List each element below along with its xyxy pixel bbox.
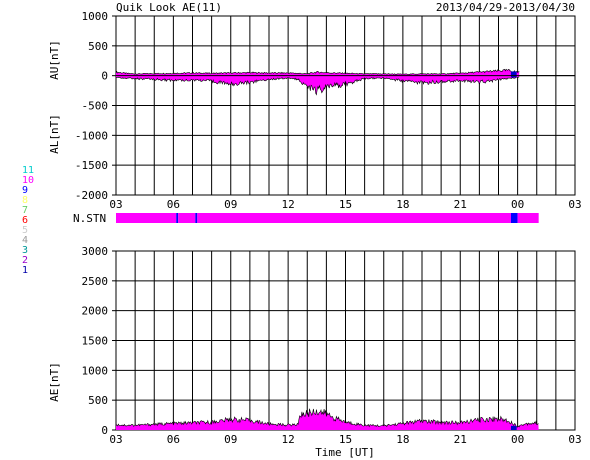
nstn-segment	[517, 213, 539, 223]
x-tick-label: 18	[396, 198, 409, 211]
al-line	[116, 76, 520, 96]
y-tick-label: 500	[88, 40, 108, 53]
y-tick-label: 0	[101, 424, 108, 437]
x-tick-label: 03	[568, 198, 581, 211]
legend-item-11: 11	[22, 165, 34, 176]
y-tick-label: -1000	[75, 129, 108, 142]
x-tick-label: 12	[282, 433, 295, 446]
legend-item-7: 7	[22, 205, 28, 216]
nstn-label: N.STN	[73, 212, 106, 225]
au-al-highlight	[510, 71, 517, 78]
legend-item-2: 2	[22, 255, 28, 266]
nstn-segment	[176, 213, 179, 223]
y-tick-label: -500	[82, 100, 109, 113]
ae-line	[115, 408, 539, 428]
nstn-segment	[116, 213, 177, 223]
legend-item-9: 9	[22, 185, 28, 196]
y-tick-label: 2500	[82, 275, 109, 288]
legend-item-1: 1	[22, 265, 28, 276]
x-tick-label: 00	[511, 198, 524, 211]
y-tick-label: 1000	[82, 10, 109, 23]
x-tick-label: 03	[109, 198, 122, 211]
legend-item-6: 6	[22, 215, 28, 226]
panel-frame	[115, 15, 576, 196]
y-tick-label: 0	[101, 70, 108, 83]
ae-area	[116, 408, 539, 430]
y-tick-label: 2000	[82, 305, 109, 318]
x-tick-label: 15	[339, 198, 352, 211]
x-tick-label: 21	[454, 198, 467, 211]
x-tick-label: 21	[454, 433, 467, 446]
y-tick-label: -2000	[75, 189, 108, 202]
y-tick-label: 500	[88, 394, 108, 407]
nstn-segment	[197, 213, 511, 223]
y-tick-label: -1500	[75, 159, 108, 172]
legend-item-5: 5	[22, 225, 28, 236]
x-tick-label: 06	[167, 198, 180, 211]
x-tick-label: 15	[339, 433, 352, 446]
date-range: 2013/04/29-2013/04/30	[436, 1, 575, 14]
y-tick-label: 1500	[82, 335, 109, 348]
y-tick-label: 1000	[82, 364, 109, 377]
chart-title: Quik Look AE(11)	[116, 1, 222, 14]
x-tick-label: 03	[109, 433, 122, 446]
ae-axis-label: AE[nT]	[48, 362, 61, 402]
nstn-segment	[178, 213, 196, 223]
au-axis-label: AU[nT]	[48, 40, 61, 80]
x-axis-label: Time [UT]	[315, 446, 375, 459]
legend-item-8: 8	[22, 195, 28, 206]
x-tick-label: 03	[568, 433, 581, 446]
nstn-segment	[195, 213, 198, 223]
legend-item-3: 3	[22, 245, 28, 256]
x-tick-label: 06	[167, 433, 180, 446]
x-tick-label: 09	[224, 198, 237, 211]
x-tick-label: 09	[224, 433, 237, 446]
x-tick-label: 00	[511, 433, 524, 446]
al-axis-label: AL[nT]	[48, 114, 61, 154]
legend-item-4: 4	[22, 235, 28, 246]
ae-highlight	[510, 425, 517, 430]
nstn-panel	[116, 213, 539, 223]
nstn-segment	[510, 213, 518, 223]
y-tick-label: 3000	[82, 245, 109, 258]
x-tick-label: 18	[396, 433, 409, 446]
x-tick-label: 12	[282, 198, 295, 211]
au-line	[115, 68, 520, 75]
legend-item-10: 10	[22, 175, 34, 186]
